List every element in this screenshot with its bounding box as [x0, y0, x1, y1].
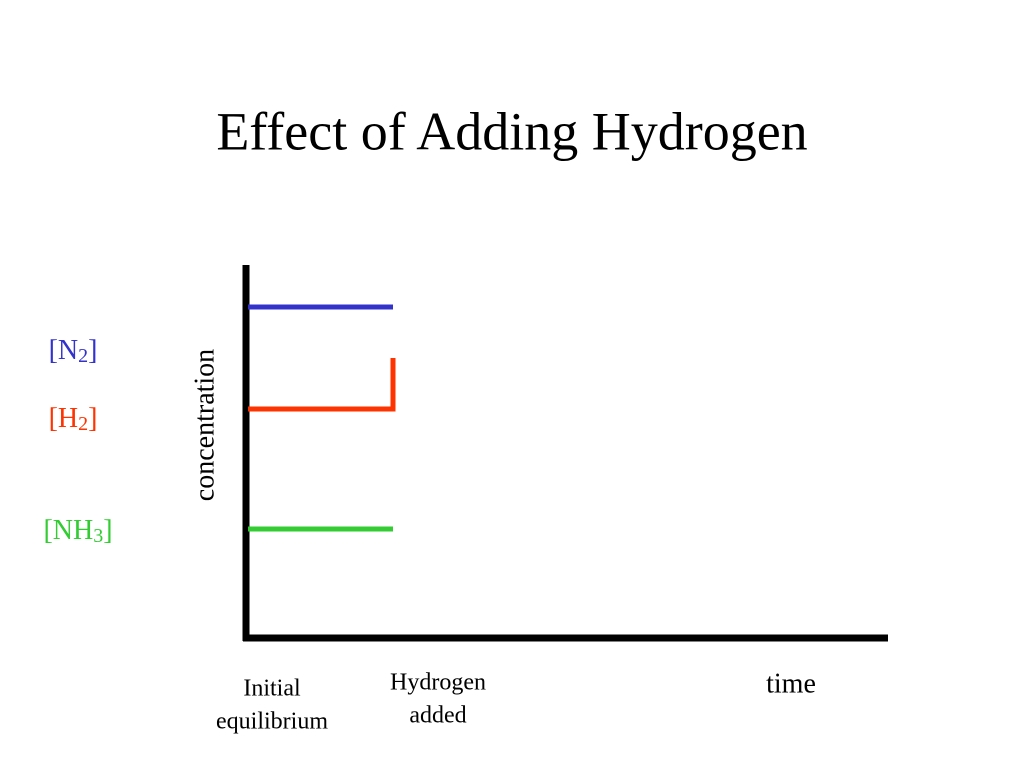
time-label: added	[409, 703, 466, 729]
time-label: Initial	[243, 676, 301, 702]
y-axis-label: concentration	[189, 349, 220, 501]
x-axis-label: time	[766, 668, 816, 699]
species-subscript: 2	[78, 345, 88, 367]
species-label: [N2]	[49, 335, 98, 366]
species-subscript: 2	[78, 413, 88, 435]
species-label: [H2]	[49, 403, 98, 434]
h2-line	[248, 358, 396, 412]
time-label: Hydrogen	[390, 670, 486, 696]
time-label: equilibrium	[216, 709, 328, 735]
species-suffix: ]	[88, 403, 97, 434]
species-subscript: 3	[93, 525, 103, 547]
species-label: [NH3]	[43, 515, 112, 546]
species-prefix: [H	[49, 403, 79, 434]
species-prefix: [N	[49, 335, 79, 366]
species-prefix: [NH	[43, 515, 93, 546]
slide-title: Effect of Adding Hydrogen	[216, 101, 807, 161]
species-suffix: ]	[103, 515, 112, 546]
species-suffix: ]	[88, 335, 97, 366]
